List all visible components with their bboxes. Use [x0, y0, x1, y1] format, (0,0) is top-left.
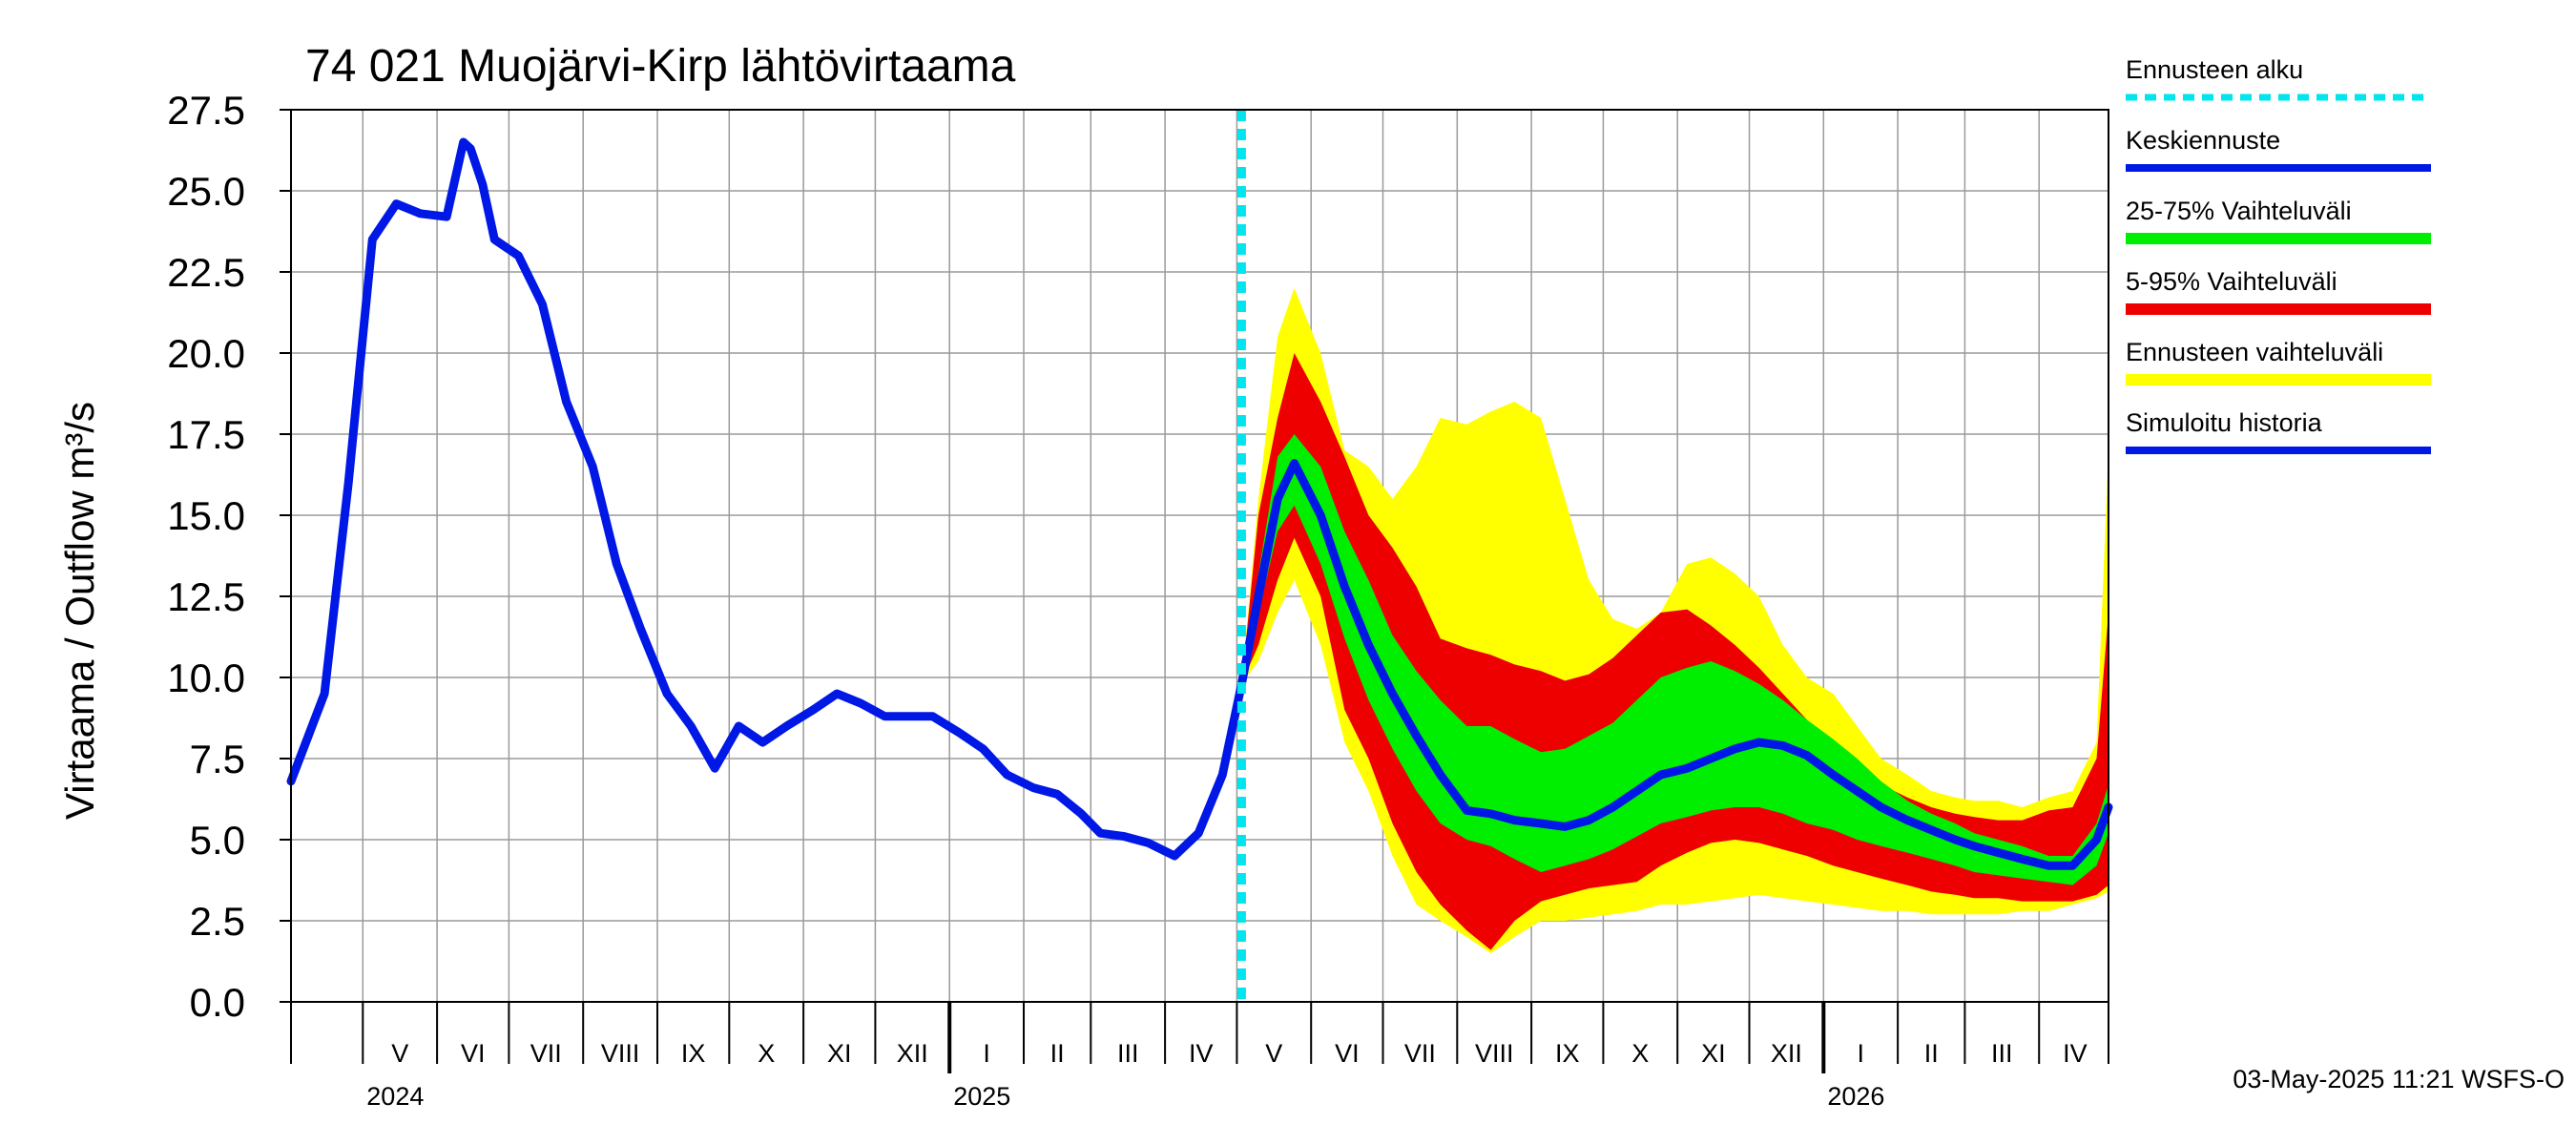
year-labels: 2024 2025 2026: [366, 1082, 1884, 1111]
year-label: 2026: [1827, 1082, 1884, 1111]
month-label: VII: [530, 1039, 562, 1068]
legend-label: Ennusteen alku: [2126, 55, 2303, 84]
legend-label: Keskiennuste: [2126, 126, 2280, 155]
month-label: VII: [1404, 1039, 1436, 1068]
footer-timestamp: 03-May-2025 11:21 WSFS-O: [2233, 1065, 2565, 1093]
y-tick-label: 15.0: [167, 493, 245, 538]
month-label: V: [391, 1039, 408, 1068]
legend-label: Simuloitu historia: [2126, 408, 2323, 437]
y-tick-label: 7.5: [190, 737, 245, 781]
month-label: IV: [1189, 1039, 1214, 1068]
month-label: I: [983, 1039, 990, 1068]
y-tick-label: 25.0: [167, 169, 245, 214]
month-label: XI: [1701, 1039, 1726, 1068]
month-label: XII: [1771, 1039, 1802, 1068]
y-tick-label: 20.0: [167, 331, 245, 376]
y-tick-label: 0.0: [190, 980, 245, 1025]
y-axis-label: Virtaama / Outflow m³/s: [57, 402, 102, 820]
y-tick-label: 5.0: [190, 818, 245, 863]
series-lines: [286, 110, 2113, 1002]
y-tick-label: 17.5: [167, 412, 245, 457]
month-labels: V VI VII VIII IX X XI XII I II III IV V VI VII VIII IX X X…: [391, 1039, 2087, 1068]
month-label: VI: [1335, 1039, 1360, 1068]
chart-title: 74 021 Muojärvi-Kirp lähtövirtaama: [305, 41, 1016, 92]
line-simuloitu-historia: [286, 137, 1246, 861]
month-label: IV: [2063, 1039, 2088, 1068]
year-label: 2024: [366, 1082, 424, 1111]
y-tick-label: 27.5: [167, 88, 245, 133]
y-tick-label: 12.5: [167, 574, 245, 619]
month-label: III: [1991, 1039, 2013, 1068]
legend-label: 5-95% Vaihteluväli: [2126, 267, 2337, 296]
month-label: XI: [827, 1039, 852, 1068]
month-label: II: [1050, 1039, 1065, 1068]
month-label: IX: [681, 1039, 706, 1068]
month-label: VIII: [1475, 1039, 1514, 1068]
legend: Ennusteen alku Keskiennuste 25-75% Vaihtel…: [2126, 55, 2431, 454]
y-tick-label: 2.5: [190, 899, 245, 944]
legend-label: Ennusteen vaihteluväli: [2126, 338, 2383, 366]
month-label: VIII: [601, 1039, 640, 1068]
line-keskiennuste: [1236, 459, 2113, 870]
month-label: IX: [1555, 1039, 1580, 1068]
year-label: 2025: [953, 1082, 1010, 1111]
band-25-75-vaihteluv-li: [1241, 434, 2109, 885]
month-label: VI: [461, 1039, 486, 1068]
month-label: X: [1631, 1039, 1649, 1068]
month-label: X: [758, 1039, 775, 1068]
plot-frame: [290, 109, 2109, 1073]
y-tick-label: 10.0: [167, 656, 245, 700]
y-tick-label: 22.5: [167, 250, 245, 295]
month-label: I: [1857, 1039, 1864, 1068]
plot-border: [290, 109, 2109, 1003]
y-ticks: 0.0 2.5 5.0 7.5 10.0 12.5 15.0 17.5 20.0 22.5 25.0…: [167, 88, 291, 1025]
month-label: II: [1924, 1039, 1939, 1068]
legend-label: 25-75% Vaihteluväli: [2126, 197, 2352, 225]
month-label: V: [1265, 1039, 1282, 1068]
month-label: III: [1117, 1039, 1139, 1068]
month-label: XII: [897, 1039, 928, 1068]
